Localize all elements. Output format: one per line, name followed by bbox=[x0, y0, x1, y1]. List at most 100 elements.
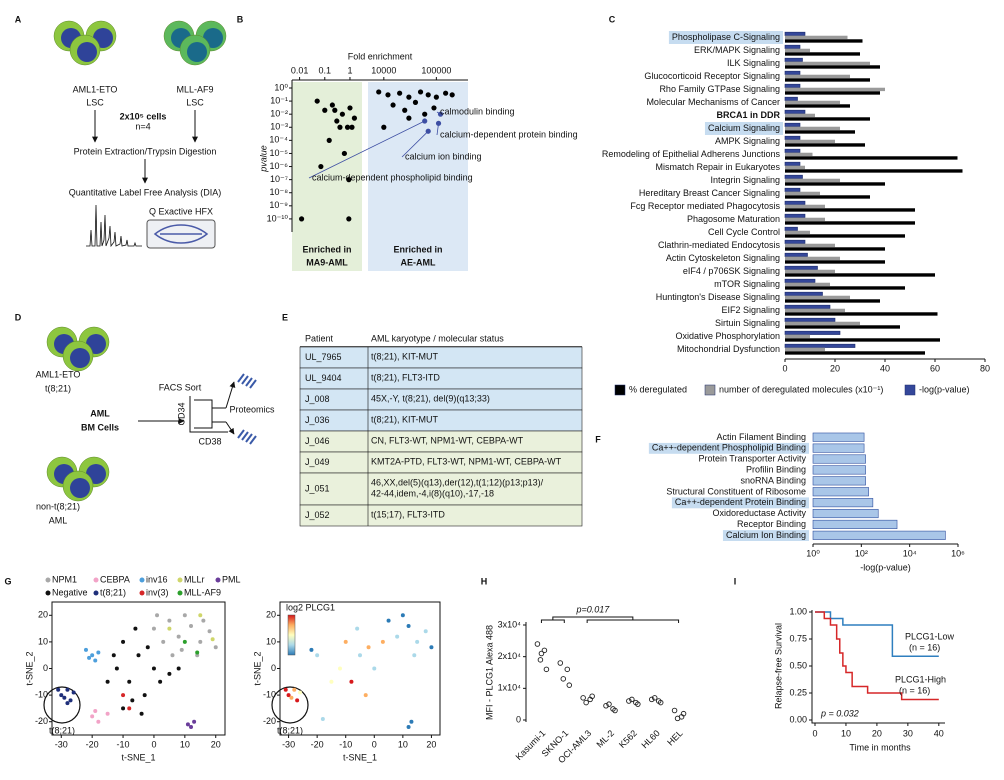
legend-swatch bbox=[177, 590, 183, 596]
bar bbox=[785, 65, 880, 69]
category-label: Ca++-dependent Phospholipid Binding bbox=[652, 443, 806, 453]
plot-frame bbox=[279, 601, 441, 736]
point bbox=[580, 695, 586, 701]
label: Patient bbox=[305, 333, 334, 343]
annotation-line bbox=[401, 130, 429, 158]
point bbox=[142, 693, 147, 698]
x-tick-label: 0 bbox=[782, 363, 787, 373]
x-axis-label: Time in months bbox=[849, 742, 911, 752]
category-label: Structural Constituent of Ribosome bbox=[666, 486, 806, 496]
point bbox=[133, 626, 138, 631]
significance-bracket bbox=[540, 616, 680, 623]
x-tick-label: 20 bbox=[211, 739, 221, 749]
label: AML bbox=[90, 408, 110, 418]
point bbox=[406, 115, 412, 121]
label: 42-44,idem,-4,i(8)(q10),-17,-18 bbox=[371, 488, 494, 498]
point bbox=[314, 98, 320, 104]
category-label: Ca++-dependent Protein Binding bbox=[675, 497, 806, 507]
point bbox=[538, 650, 545, 657]
point bbox=[380, 639, 385, 644]
label: CD38 bbox=[198, 436, 221, 446]
point bbox=[635, 701, 641, 707]
bar bbox=[784, 265, 818, 270]
category-label: snoRNA Binding bbox=[740, 475, 806, 485]
label: CN, FLT3-WT, NPM1-WT, CEBPA-WT bbox=[371, 435, 524, 445]
table-row bbox=[299, 367, 583, 390]
point bbox=[151, 626, 156, 631]
point bbox=[151, 666, 156, 671]
category-label: Calcium Signaling bbox=[708, 123, 780, 133]
point bbox=[334, 118, 340, 124]
bar bbox=[784, 161, 801, 166]
cluster-circle bbox=[271, 686, 309, 724]
y-tick-label: 0.75 bbox=[789, 633, 807, 643]
y-tick-label: -10 bbox=[263, 689, 276, 699]
point bbox=[87, 655, 92, 660]
bar bbox=[784, 278, 816, 283]
bar bbox=[785, 351, 925, 355]
x-axis-label: t-SNE_1 bbox=[343, 752, 377, 762]
x-tick-label: 0.01 bbox=[291, 65, 309, 75]
colorbar-label: log2 PLCG1 bbox=[286, 602, 335, 612]
category-label: ILK Signaling bbox=[727, 58, 780, 68]
category-label: ERK/MAPK Signaling bbox=[694, 45, 780, 55]
point bbox=[65, 687, 70, 692]
bar bbox=[785, 282, 830, 287]
bar bbox=[784, 239, 806, 244]
bar bbox=[785, 100, 840, 105]
bar bbox=[812, 443, 865, 453]
bar bbox=[812, 476, 866, 486]
peptide-icon bbox=[237, 373, 257, 389]
bar bbox=[784, 44, 801, 49]
point bbox=[409, 719, 414, 724]
point bbox=[541, 647, 548, 654]
x-tick-label: 10 bbox=[398, 739, 408, 749]
point bbox=[431, 105, 437, 111]
point bbox=[429, 645, 434, 650]
point bbox=[543, 666, 550, 673]
y-tick-label: -10 bbox=[35, 689, 48, 699]
point bbox=[322, 107, 328, 113]
point bbox=[182, 639, 187, 644]
legend-label: number of deregulated molecules (x10⁻¹) bbox=[719, 384, 883, 394]
x-tick-label: 0 bbox=[372, 739, 377, 749]
legend-label: Negative bbox=[52, 587, 88, 597]
x-tick-label: -10 bbox=[117, 739, 130, 749]
point bbox=[62, 695, 67, 700]
point bbox=[105, 679, 110, 684]
point bbox=[185, 722, 190, 727]
legend-label: NPM1 bbox=[52, 574, 77, 584]
label: J_052 bbox=[305, 510, 330, 520]
bar bbox=[785, 87, 885, 92]
bar bbox=[812, 432, 865, 442]
category-label: Rho Family GTPase Signaling bbox=[659, 84, 780, 94]
category-highlight bbox=[704, 122, 783, 135]
label: UL_9404 bbox=[305, 373, 342, 383]
point bbox=[400, 613, 405, 618]
point bbox=[189, 623, 194, 628]
point bbox=[603, 703, 609, 709]
bar bbox=[785, 299, 880, 303]
point bbox=[170, 653, 175, 658]
label: AML1-ETO bbox=[36, 369, 81, 379]
point bbox=[537, 657, 544, 663]
point bbox=[564, 666, 571, 673]
point bbox=[358, 653, 362, 658]
category-highlight bbox=[648, 442, 809, 454]
panel-label: A bbox=[15, 14, 22, 24]
bar bbox=[812, 454, 866, 464]
bar bbox=[785, 152, 813, 157]
category-highlight bbox=[668, 31, 783, 44]
x-tick-label: 20 bbox=[830, 363, 840, 373]
point bbox=[198, 613, 203, 618]
point bbox=[346, 177, 352, 183]
point bbox=[339, 111, 345, 117]
bar bbox=[785, 334, 810, 339]
bar bbox=[785, 221, 915, 225]
point bbox=[612, 707, 618, 714]
x-tick-label: ML-2 bbox=[595, 728, 617, 750]
annotation: calcium-dependent protein binding bbox=[440, 129, 578, 139]
category-label: AMPK Signaling bbox=[715, 136, 780, 146]
x-tick-label: 10 bbox=[180, 739, 190, 749]
panel-label: B bbox=[237, 14, 244, 24]
